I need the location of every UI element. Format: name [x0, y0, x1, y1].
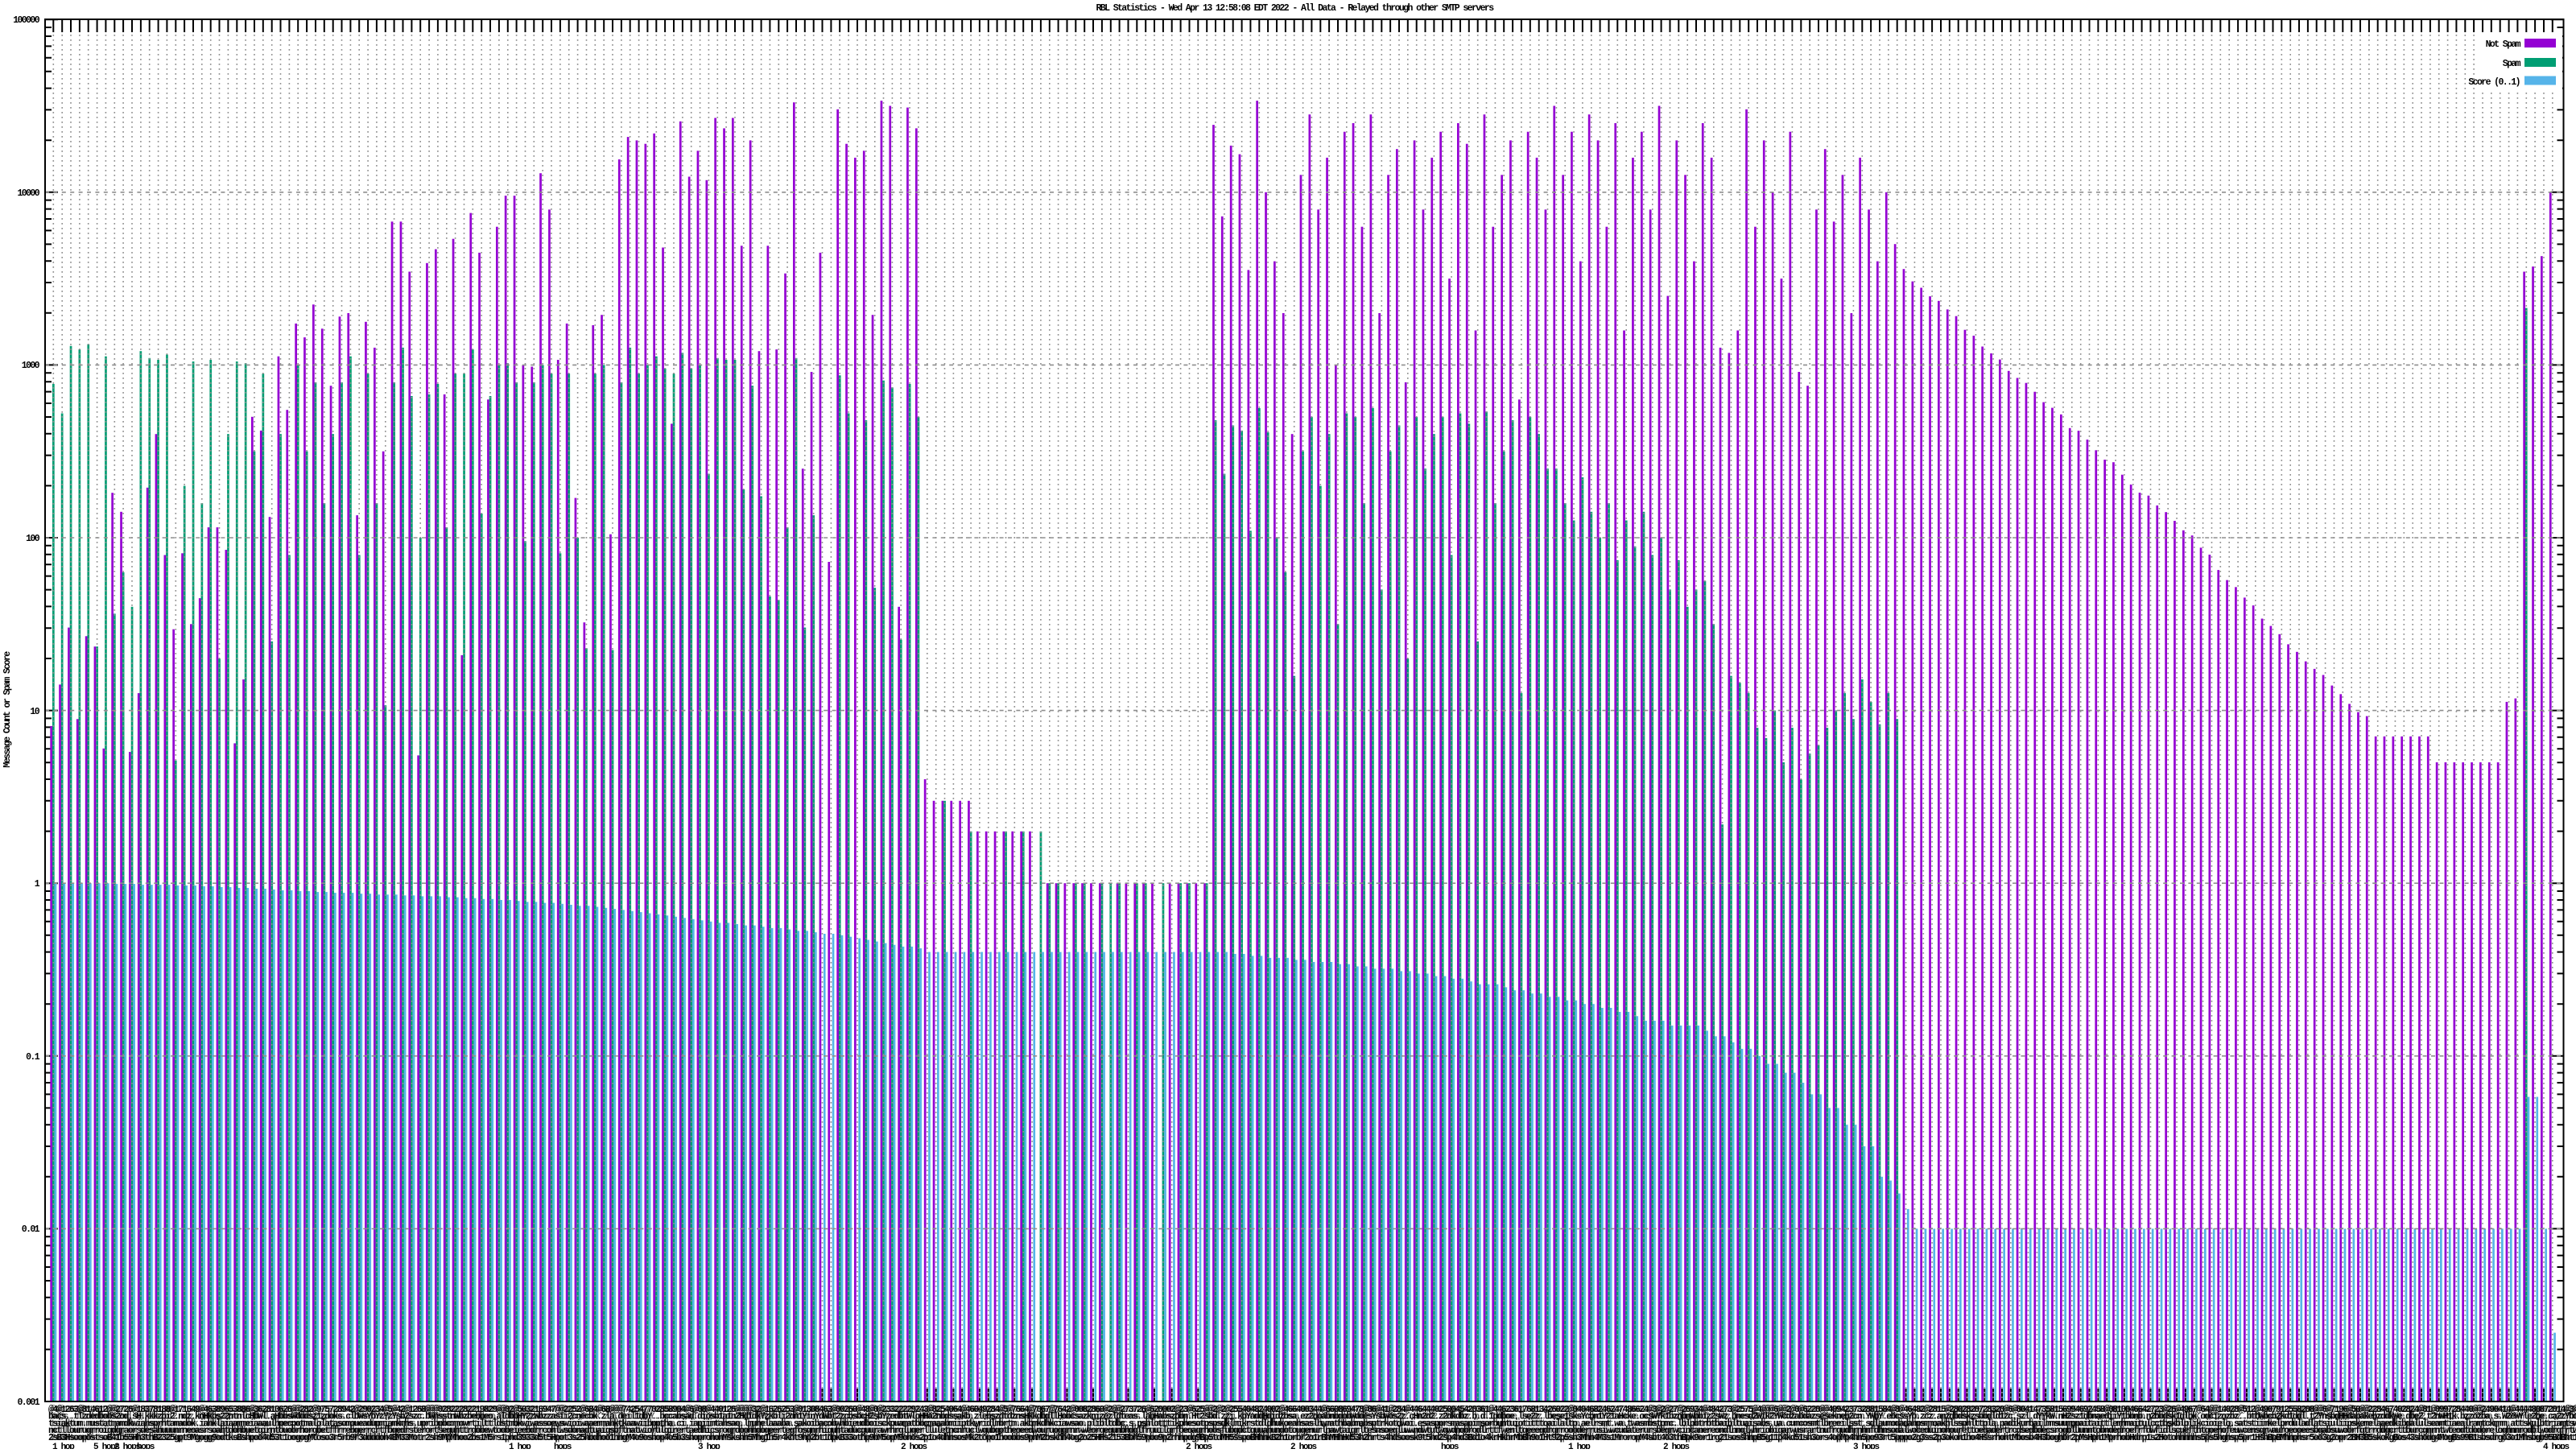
svg-text:tsiaktum.mustatmamdkwiahsprhta: tsiaktum.mustatmamdkwiahsprhtamadok.iahk… — [51, 1418, 2576, 1429]
svg-text:1: 1 — [35, 879, 40, 890]
svg-text:2 hops: 2 hops — [1290, 1443, 1317, 1449]
svg-text:nctllourugrroigdgraorsdesahuuu: nctllourugrroigdgraorsdesahuuunrneoasrso… — [51, 1426, 2576, 1436]
svg-text:4 hops: 4 hops — [2543, 1443, 2570, 1449]
svg-text:2sB3HsoopostsoB41b55Hh3thB2325: 2sB3HsoopostsoB41b55Hh3thB2325gpt9Mgogg9… — [51, 1433, 2576, 1443]
svg-text:3 hops: 3 hops — [1853, 1443, 1880, 1449]
svg-text:2 hops: 2 hops — [1186, 1443, 1212, 1449]
svg-text:tsiaktum.mustatmamdkwiahsprhta: tsiaktum.mustatmamdkwiahsprhtamadok.iahk… — [48, 1418, 2576, 1429]
svg-text:Message Count or Spam Score: Message Count or Spam Score — [2, 651, 13, 768]
svg-text:nctllourugrroigdgraorsdesahuuu: nctllourugrroigdgraorsdesahuuunrneoasrso… — [48, 1426, 2576, 1436]
svg-text:0.1: 0.1 — [26, 1052, 40, 1063]
svg-text:0.001: 0.001 — [17, 1397, 39, 1408]
svg-text:2sB3HsoopostsoB41b55Hh3thB2325: 2sB3HsoopostsoB41b55Hh3thB2325gpt9Mgogg9… — [48, 1433, 2576, 1443]
svg-text:hops: hops — [554, 1443, 572, 1449]
svg-text:RBL Statistics - Wed Apr 13 12: RBL Statistics - Wed Apr 13 12:58:08 EDT… — [1096, 3, 1494, 14]
svg-text:@4@1263@814612@@2726@18378188@: @4@1263@814612@@2726@18378188@171649@463… — [48, 1405, 2576, 1415]
svg-text:1 hop: 1 hop — [52, 1443, 75, 1449]
svg-text:Spam: Spam — [2503, 59, 2521, 69]
svg-text:2 hops: 2 hops — [1663, 1443, 1690, 1449]
svg-text:1 hop: 1 hop — [1568, 1443, 1591, 1449]
svg-text:10000: 10000 — [17, 188, 39, 199]
svg-text:1 hop: 1 hop — [509, 1443, 531, 1449]
svg-text:3 hop: 3 hop — [698, 1443, 720, 1449]
svg-text:2 hops: 2 hops — [901, 1443, 927, 1449]
svg-text:hops: hops — [1441, 1443, 1459, 1449]
svg-text:10: 10 — [30, 707, 39, 717]
svg-text:bacs..tlzdedbobs2od.sH.kkkzbi2: bacs..tlzdedbobs2od.sH.kkkzbi2.ndz.knHkb… — [48, 1412, 2576, 1422]
svg-text:@4@1263@814612@@2726@18378188@: @4@1263@814612@@2726@18378188@171649@463… — [51, 1405, 2576, 1415]
svg-text:1000: 1000 — [22, 361, 40, 371]
svg-text:Score (0..1): Score (0..1) — [2468, 77, 2520, 88]
svg-text:Not Spam: Not Spam — [2486, 39, 2521, 50]
svg-text:100: 100 — [26, 534, 40, 544]
svg-text:100000: 100000 — [13, 15, 40, 26]
svg-text:bacs..tlzdedbobs2od.sH.kkkzbi2: bacs..tlzdedbobs2od.sH.kkkzbi2.ndz.knHkb… — [51, 1412, 2576, 1422]
svg-text:hops: hops — [137, 1443, 155, 1449]
svg-text:0.01: 0.01 — [22, 1224, 40, 1235]
